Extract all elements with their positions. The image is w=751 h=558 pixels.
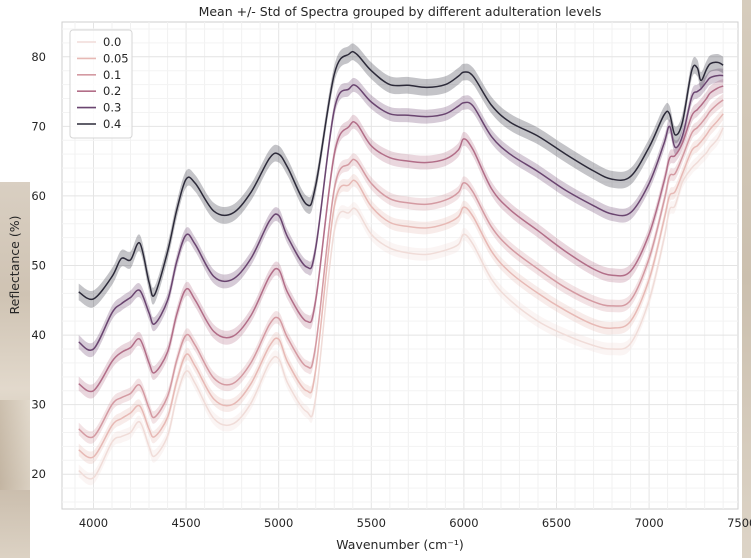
x-tick-label: 7000 — [634, 516, 663, 530]
x-tick-label: 4000 — [79, 516, 108, 530]
legend-label: 0.1 — [103, 68, 121, 82]
legend-label: 0.4 — [103, 117, 121, 131]
x-tick-label: 5500 — [357, 516, 386, 530]
x-tick-labels: 4000 4500 5000 5500 6000 6500 7000 7500 — [79, 516, 751, 530]
series-line-5 — [78, 50, 724, 301]
std-bands — [78, 43, 724, 486]
background-photo-edge — [742, 0, 751, 558]
x-tick-label: 7500 — [727, 516, 751, 530]
y-tick-label: 60 — [31, 189, 46, 203]
x-tick-label: 6500 — [542, 516, 571, 530]
legend-label: 0.3 — [103, 101, 121, 115]
legend-box — [69, 29, 133, 139]
y-tick-label: 70 — [31, 119, 46, 133]
background-photo-patch — [0, 400, 30, 490]
legend-label: 0.2 — [103, 84, 121, 98]
legend: 0.0 0.05 0.1 0.2 0.3 0.4 — [69, 29, 133, 139]
x-tick-label: 5000 — [264, 516, 293, 530]
legend-label: 0.0 — [103, 35, 121, 49]
y-tick-label: 20 — [31, 467, 46, 481]
x-tick-label: 4500 — [171, 516, 200, 530]
y-tick-label: 40 — [31, 328, 46, 342]
background-photo-strip — [0, 182, 30, 558]
series-line-1 — [78, 113, 724, 459]
series-lines — [78, 50, 724, 480]
x-axis-label: Wavenumber (cm⁻¹) — [336, 537, 463, 552]
chart-title: Mean +/- Std of Spectra grouped by diffe… — [199, 4, 602, 19]
legend-label: 0.05 — [103, 51, 129, 65]
y-tick-label: 30 — [31, 398, 46, 412]
series-line-4 — [78, 74, 724, 351]
std-band-4 — [78, 68, 724, 358]
y-axis-label: Reflectance (%) — [7, 216, 22, 315]
y-tick-label: 50 — [31, 259, 46, 273]
series-line-2 — [78, 99, 724, 439]
y-tick-labels: 20 30 40 50 60 70 80 — [31, 50, 46, 481]
x-tick-label: 6000 — [449, 516, 478, 530]
y-tick-label: 80 — [31, 50, 46, 64]
std-band-5 — [78, 43, 724, 308]
series-line-0 — [78, 127, 724, 480]
series-line-3 — [78, 85, 724, 393]
